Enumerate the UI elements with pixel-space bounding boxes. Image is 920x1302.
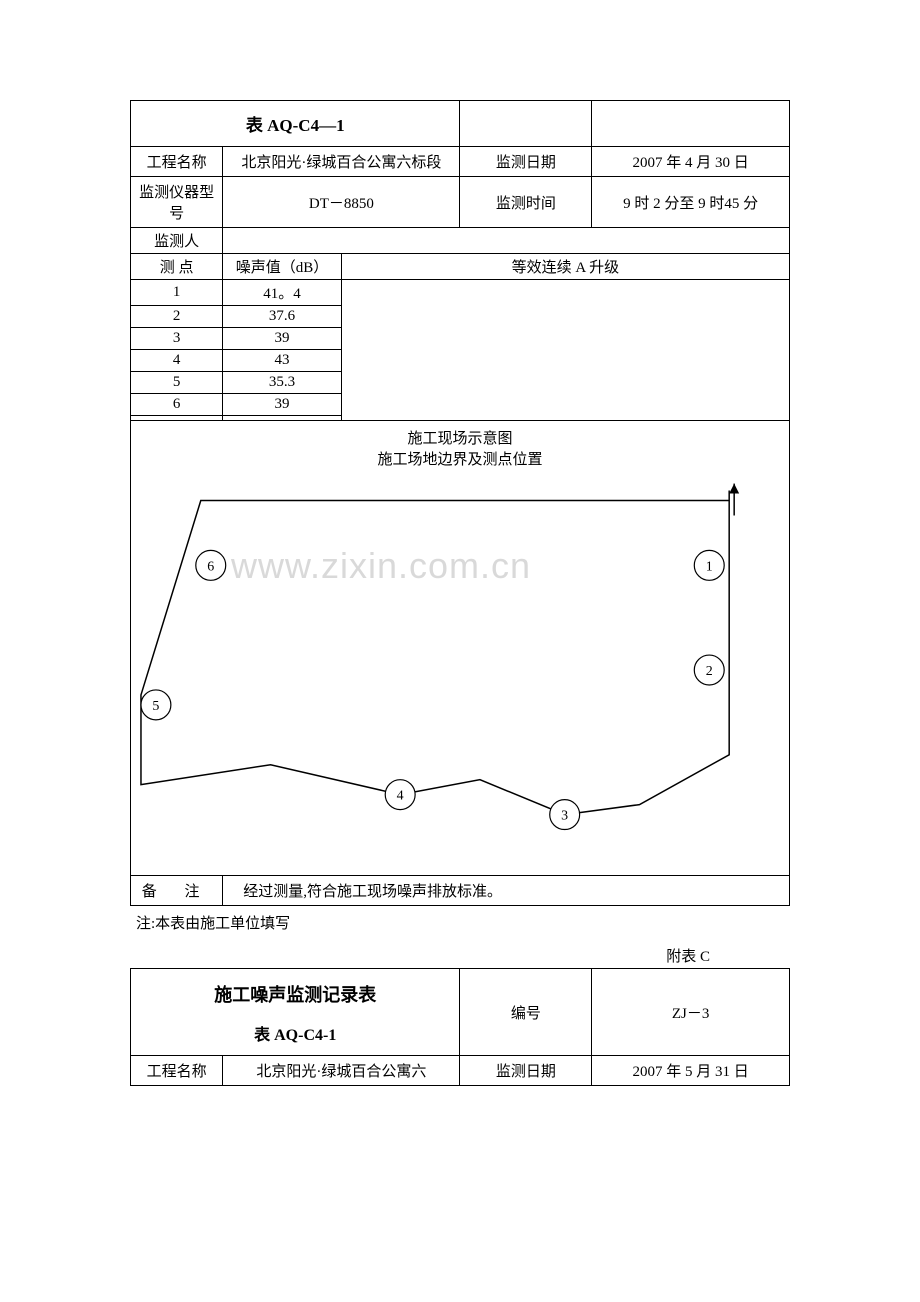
table-row: 35.3 (223, 372, 342, 394)
site-diagram-cell: www.zixin.com.cn 123456 (131, 475, 790, 876)
project2-label: 工程名称 (131, 1056, 223, 1086)
monitor-value (223, 228, 790, 254)
remark-label: 备 注 (131, 876, 223, 906)
diagram-header: 施工现场示意图 施工场地边界及测点位置 (131, 421, 790, 476)
code-value: ZJ－3 (592, 969, 790, 1056)
footnote: 注:本表由施工单位填写 (130, 906, 790, 945)
table-row: 4 (131, 350, 223, 372)
table2-subtitle-cell: 表 AQ-C4-1 (131, 1015, 460, 1056)
table2-subtitle: 表 AQ-C4-1 (131, 1015, 459, 1055)
noise-monitoring-table-1: 表 AQ-C4—1 工程名称 北京阳光·绿城百合公寓六标段 监测日期 2007 … (130, 100, 790, 906)
table-row: 37.6 (223, 306, 342, 328)
table-row: 5 (131, 372, 223, 394)
svg-text:2: 2 (706, 664, 713, 679)
svg-text:1: 1 (706, 559, 713, 574)
table1-title: 表 AQ-C4—1 (131, 101, 460, 147)
table-row: 39 (223, 394, 342, 416)
appendix-label: 附表 C (130, 945, 790, 968)
col-point: 测 点 (131, 254, 223, 280)
svg-text:4: 4 (397, 789, 404, 804)
svg-text:3: 3 (561, 809, 568, 824)
table1-blank-2 (592, 101, 790, 147)
noise-monitoring-table-2: 施工噪声监测记录表 编号 ZJ－3 表 AQ-C4-1 工程名称 北京阳光·绿城… (130, 968, 790, 1086)
project-value: 北京阳光·绿城百合公寓六标段 (223, 147, 460, 177)
col-noise: 噪声值（dB） (223, 254, 342, 280)
date-value: 2007 年 4 月 30 日 (592, 147, 790, 177)
monitor-label: 监测人 (131, 228, 223, 254)
table-row: 2 (131, 306, 223, 328)
table-row: 43 (223, 350, 342, 372)
diagram-header-line1: 施工现场示意图 (137, 427, 783, 448)
project2-value: 北京阳光·绿城百合公寓六 (223, 1056, 460, 1086)
table-row: 6 (131, 394, 223, 416)
svg-text:6: 6 (207, 559, 214, 574)
col-level: 等效连续 A 升级 (341, 254, 789, 280)
table2-title: 施工噪声监测记录表 (131, 969, 459, 1015)
time-label: 监测时间 (460, 177, 592, 228)
table-row: 39 (223, 328, 342, 350)
table-row: 41。4 (223, 280, 342, 306)
code-label: 编号 (460, 969, 592, 1056)
time-value: 9 时 2 分至 9 时45 分 (592, 177, 790, 228)
table-row: 1 (131, 280, 223, 306)
instrument-label: 监测仪器型号 (131, 177, 223, 228)
table1-blank-1 (460, 101, 592, 147)
site-diagram: 1 2 3 4 5 6 (131, 475, 789, 875)
date2-label: 监测日期 (460, 1056, 592, 1086)
project-label: 工程名称 (131, 147, 223, 177)
diagram-header-line2: 施工场地边界及测点位置 (137, 448, 783, 469)
table-row: 3 (131, 328, 223, 350)
table2-title-cell: 施工噪声监测记录表 (131, 969, 460, 1016)
remark-text: 经过测量,符合施工现场噪声排放标准。 (223, 876, 790, 906)
svg-text:5: 5 (152, 699, 159, 714)
level-merged (341, 280, 789, 421)
date2-value: 2007 年 5 月 31 日 (592, 1056, 790, 1086)
date-label: 监测日期 (460, 147, 592, 177)
instrument-value: DT－8850 (223, 177, 460, 228)
